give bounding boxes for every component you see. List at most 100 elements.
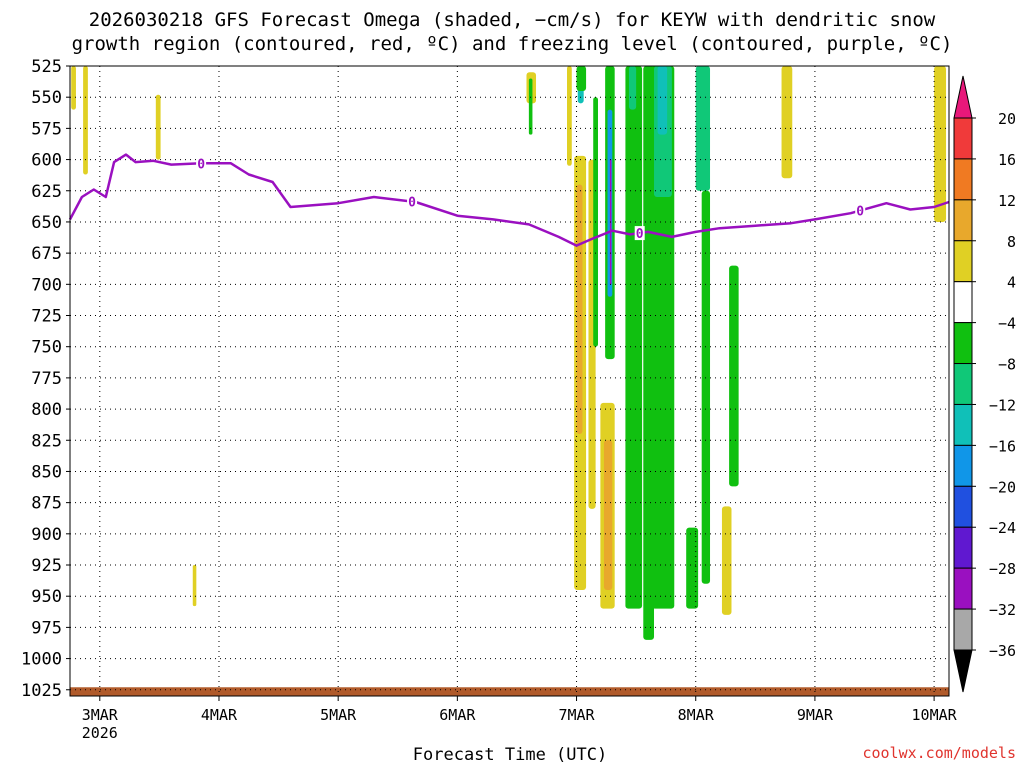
colorbar-box-2 <box>953 199 973 242</box>
omega-region-30 <box>781 66 793 179</box>
colorbar-label-4: 4 <box>1007 274 1016 292</box>
omega-region-25 <box>686 527 699 609</box>
omega-shading <box>71 66 947 640</box>
colorbar-box-9 <box>953 485 973 528</box>
colorbar-label-8: −16 <box>989 437 1016 455</box>
colorbar-label-3: 8 <box>1007 233 1016 251</box>
colorbar-box-7 <box>953 403 973 446</box>
y-tick-label-19: 1000 <box>21 650 62 670</box>
x-tick-label-2: 5MAR <box>320 706 357 724</box>
y-tick-label-12: 825 <box>31 431 62 451</box>
credit-text: coolwx.com/models <box>862 744 1016 762</box>
colorbar-box-5 <box>953 322 973 365</box>
x-tick-label-4: 7MAR <box>558 706 595 724</box>
omega-region-20 <box>628 66 637 110</box>
x-tick-label-3: 6MAR <box>439 706 476 724</box>
omega-region-19 <box>625 66 643 609</box>
y-tick-label-2: 575 <box>31 119 62 139</box>
colorbar-label-10: −24 <box>989 519 1016 537</box>
y-tick-label-3: 600 <box>31 151 62 171</box>
colorbar-bottom-triangle <box>953 649 973 693</box>
y-tick-label-7: 700 <box>31 275 62 295</box>
freezing-label-bg-3 <box>855 203 866 218</box>
omega-region-28 <box>729 265 739 487</box>
omega-region-7 <box>567 66 572 166</box>
chart-title-line2: growth region (contoured, red, ºC) and f… <box>71 33 953 55</box>
colorbar-box-3 <box>953 240 973 283</box>
freezing-label-0: 0 <box>197 157 205 172</box>
colorbar-label-7: −12 <box>989 396 1016 414</box>
colorbar-box-1 <box>953 158 973 201</box>
y-tick-label-18: 975 <box>31 618 62 638</box>
colorbar: 20 16 12 8 4 −4 −8 −12 −16 −20 −24 −28 −32 −36 <box>953 75 1016 693</box>
omega-region-21 <box>643 66 655 640</box>
colorbar-label-6: −8 <box>998 356 1016 374</box>
y-tick-label-4: 625 <box>31 182 62 202</box>
colorbar-top-triangle <box>953 75 973 119</box>
freezing-label-2: 0 <box>636 227 644 242</box>
y-tick-label-16: 925 <box>31 556 62 576</box>
omega-region-2 <box>155 94 161 160</box>
omega-region-24 <box>657 66 668 135</box>
y-axis-ticks: 525 550 575 600 625 650 675 700 725 750 775 800 825 8… <box>21 57 70 701</box>
colorbar-label-12: −32 <box>989 601 1016 619</box>
x-tick-label-7: 10MAR <box>912 706 958 724</box>
omega-region-22 <box>651 66 675 609</box>
colorbar-box-0 <box>953 117 973 160</box>
colorbar-label-5: −4 <box>998 315 1016 333</box>
y-tick-label-17: 950 <box>31 587 62 607</box>
colorbar-box-8 <box>953 444 973 487</box>
x-tick-label-6: 9MAR <box>797 706 834 724</box>
colorbar-box-6 <box>953 363 973 405</box>
omega-region-0 <box>71 66 76 110</box>
y-tick-label-6: 675 <box>31 244 62 264</box>
y-tick-label-1: 550 <box>31 88 62 108</box>
colorbar-label-2: 12 <box>998 192 1016 210</box>
y-tick-label-14: 875 <box>31 494 62 514</box>
y-tick-label-10: 775 <box>31 369 62 389</box>
omega-region-27 <box>701 190 711 584</box>
omega-region-4 <box>934 66 947 222</box>
x-tick-sublabel-0: 2026 <box>82 724 118 742</box>
omega-region-6 <box>528 78 533 135</box>
colorbar-label-0: 20 <box>998 110 1016 128</box>
colorbar-label-13: −36 <box>989 642 1016 660</box>
y-tick-label-20: 1025 <box>21 681 62 701</box>
freezing-label-bg-1 <box>407 194 418 209</box>
colorbar-box-10 <box>953 526 973 569</box>
omega-region-26 <box>695 66 711 191</box>
freezing-label-bg-2 <box>634 226 645 241</box>
y-tick-label-13: 850 <box>31 462 62 482</box>
omega-region-1 <box>83 66 88 175</box>
colorbar-label-1: 16 <box>998 151 1016 169</box>
freezing-level-contour: 0 0 0 0 <box>68 153 950 247</box>
x-tick-label-1: 4MAR <box>201 706 238 724</box>
chart-title-line1: 2026030218 GFS Forecast Omega (shaded, −… <box>88 9 936 31</box>
freezing-label-1: 0 <box>408 196 416 211</box>
colorbar-label-9: −20 <box>989 478 1016 496</box>
omega-region-12 <box>603 440 613 590</box>
omega-region-29 <box>721 506 732 615</box>
freezing-label-bg-0 <box>196 156 207 171</box>
terrain-band-rect <box>70 687 949 696</box>
x-tick-label-0: 3MAR <box>82 706 119 724</box>
plot-frame <box>69 65 950 697</box>
x-tick-label-5: 8MAR <box>678 706 715 724</box>
colorbar-label-11: −28 <box>989 560 1016 578</box>
terrain-band <box>70 687 949 696</box>
x-axis-label: Forecast Time (UTC) <box>412 745 608 765</box>
y-tick-label-0: 525 <box>31 57 62 77</box>
colorbar-box-12 <box>953 608 973 651</box>
omega-region-9 <box>576 184 583 435</box>
omega-region-3 <box>192 565 197 607</box>
y-tick-label-9: 750 <box>31 338 62 358</box>
y-tick-label-8: 725 <box>31 307 62 327</box>
omega-region-14 <box>576 66 587 91</box>
y-tick-label-15: 900 <box>31 525 62 545</box>
y-tick-label-5: 650 <box>31 213 62 233</box>
freezing-level-line <box>68 153 950 247</box>
colorbar-box-4 <box>953 281 973 324</box>
colorbar-box-11 <box>953 567 973 610</box>
